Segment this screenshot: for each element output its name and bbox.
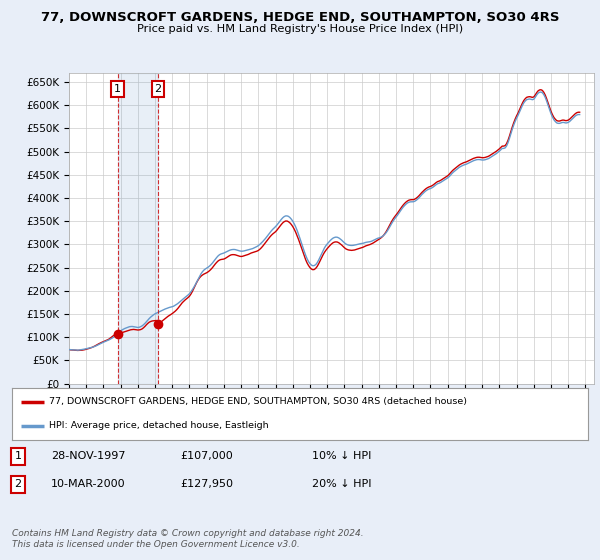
Text: 77, DOWNSCROFT GARDENS, HEDGE END, SOUTHAMPTON, SO30 4RS (detached house): 77, DOWNSCROFT GARDENS, HEDGE END, SOUTH… (49, 398, 467, 407)
Text: 28-NOV-1997: 28-NOV-1997 (51, 451, 125, 461)
Text: 10% ↓ HPI: 10% ↓ HPI (312, 451, 371, 461)
Text: Contains HM Land Registry data © Crown copyright and database right 2024.
This d: Contains HM Land Registry data © Crown c… (12, 529, 364, 549)
Text: 2: 2 (14, 479, 22, 489)
Text: 2: 2 (154, 84, 161, 94)
Text: 77, DOWNSCROFT GARDENS, HEDGE END, SOUTHAMPTON, SO30 4RS: 77, DOWNSCROFT GARDENS, HEDGE END, SOUTH… (41, 11, 559, 24)
Text: 20% ↓ HPI: 20% ↓ HPI (312, 479, 371, 489)
Text: 1: 1 (14, 451, 22, 461)
Text: HPI: Average price, detached house, Eastleigh: HPI: Average price, detached house, East… (49, 421, 269, 430)
Text: 10-MAR-2000: 10-MAR-2000 (51, 479, 125, 489)
Text: £127,950: £127,950 (180, 479, 233, 489)
Text: £107,000: £107,000 (180, 451, 233, 461)
Text: 1: 1 (114, 84, 121, 94)
Bar (118, 73, 158, 384)
Text: Price paid vs. HM Land Registry's House Price Index (HPI): Price paid vs. HM Land Registry's House … (137, 24, 463, 34)
